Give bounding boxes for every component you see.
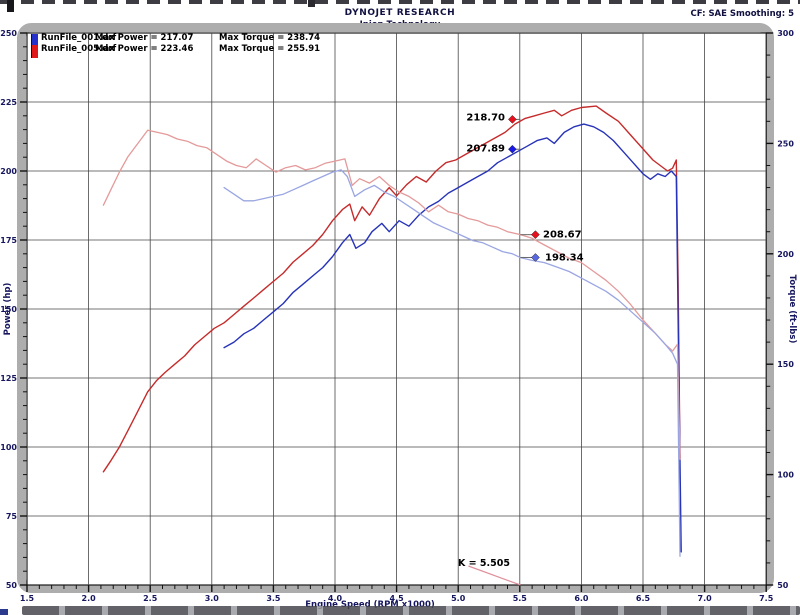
svg-text:50: 50 (777, 581, 789, 590)
svg-text:100: 100 (777, 471, 794, 480)
torque-axis-title: Torque (ft-lbs) (787, 274, 797, 344)
svg-text:150: 150 (777, 360, 794, 369)
svg-text:3.0: 3.0 (205, 594, 220, 603)
svg-text:300: 300 (777, 29, 794, 38)
svg-text:50: 50 (6, 581, 18, 590)
run1-max-power: Max Power = 217.07 (95, 33, 194, 43)
legend-row-run2: RunFile_005.drf Max Power = 223.46 Max T… (31, 44, 331, 58)
svg-text:4.5: 4.5 (390, 594, 405, 603)
top-edge-fragment (0, 0, 800, 4)
top-left-fragment (7, 0, 14, 12)
run2-flag-icon (31, 45, 38, 58)
svg-text:7.5: 7.5 (759, 594, 774, 603)
svg-text:250: 250 (0, 29, 17, 38)
legend: RunFile_001.drf Max Power = 217.07 Max T… (31, 33, 331, 58)
bottom-edge-fragment (22, 606, 800, 615)
svg-text:5.0: 5.0 (451, 594, 466, 603)
svg-text:2.5: 2.5 (143, 594, 158, 603)
svg-text:2.0: 2.0 (82, 594, 97, 603)
svg-text:150: 150 (0, 305, 17, 314)
svg-text:225: 225 (0, 98, 17, 107)
svg-text:7.0: 7.0 (698, 594, 713, 603)
svg-text:1.5: 1.5 (20, 594, 35, 603)
run2-file-name: RunFile_005.drf (41, 44, 117, 54)
svg-text:4.0: 4.0 (328, 594, 343, 603)
run1-max-torque: Max Torque = 238.74 (219, 33, 321, 43)
run1-file-name: RunFile_001.drf (41, 33, 117, 43)
svg-text:6.5: 6.5 (636, 594, 651, 603)
legend-row-run1: RunFile_001.drf Max Power = 217.07 Max T… (31, 33, 331, 47)
svg-text:100: 100 (0, 443, 17, 452)
callout-blue-torque-value: 198.34 (545, 252, 584, 264)
svg-text:75: 75 (6, 512, 18, 521)
chart-title: DYNOJET RESEARCH (344, 8, 456, 18)
callout-red-torque-value: 208.67 (543, 229, 582, 241)
callout-blue-power-value: 207.89 (466, 143, 505, 155)
power-axis-title: Power (hp) (3, 282, 13, 336)
top-center-fragment (308, 0, 315, 7)
svg-text:3.5: 3.5 (266, 594, 281, 603)
correction-smoothing-label: CF: SAE Smoothing: 5 (690, 9, 795, 19)
callout-red-power-value: 218.70 (466, 112, 505, 124)
run1-flag-icon (31, 34, 38, 47)
svg-text:6.0: 6.0 (574, 594, 589, 603)
run2-max-torque: Max Torque = 255.91 (219, 44, 321, 54)
bottom-left-fragment (0, 609, 8, 615)
rpm-axis-title: Engine Speed (RPM x1000) (305, 600, 435, 610)
run2-max-power: Max Power = 223.46 (95, 44, 194, 54)
cursor-rpm-label: K = 5.505 (458, 558, 510, 569)
svg-text:200: 200 (777, 250, 794, 259)
svg-text:125: 125 (0, 374, 17, 383)
svg-text:5.5: 5.5 (513, 594, 528, 603)
svg-text:250: 250 (777, 139, 794, 148)
svg-text:200: 200 (0, 167, 17, 176)
svg-text:175: 175 (0, 236, 17, 245)
